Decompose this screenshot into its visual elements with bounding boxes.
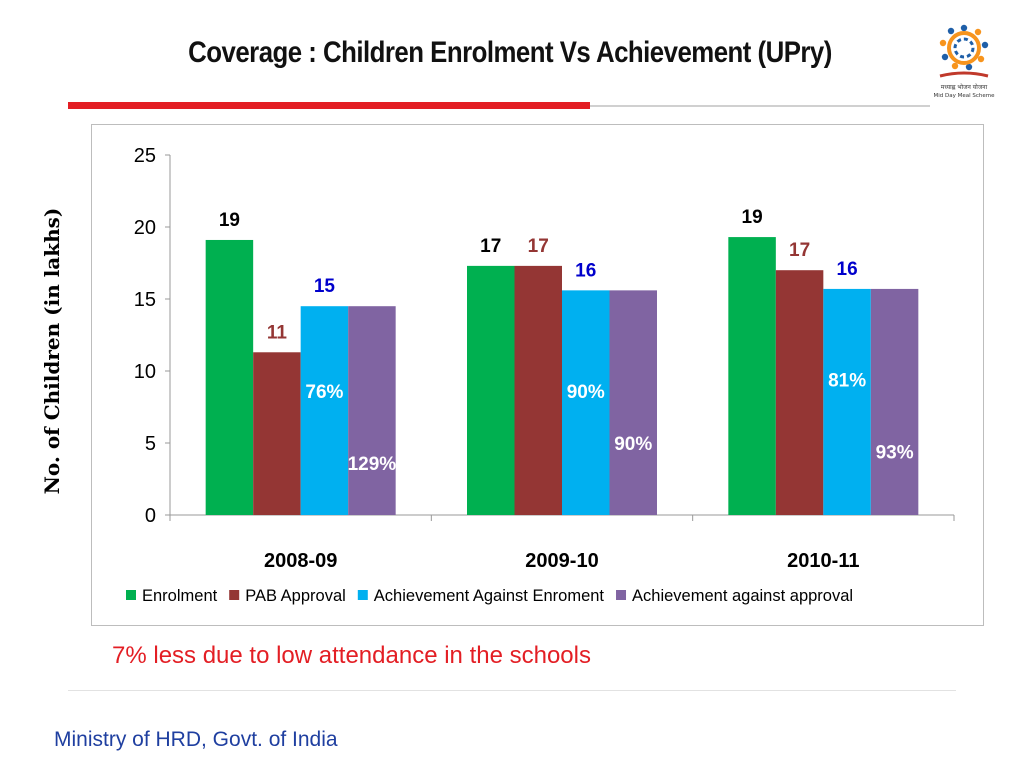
slide-title: Coverage : Children Enrolment Vs Achieve… — [188, 36, 832, 69]
legend-label: Enrolment — [142, 587, 218, 605]
bar-value-label: 19 — [742, 207, 763, 228]
percentage-annotation: 76% — [305, 382, 343, 403]
bar-value-label: 11 — [267, 322, 288, 343]
bar-value-label: 15 — [314, 276, 336, 297]
bar-value-label: 19 — [219, 210, 240, 231]
legend-swatch — [357, 590, 368, 600]
legend-swatch — [616, 590, 627, 600]
footer-divider — [68, 690, 956, 691]
bar-chart: 0 5 10 15 20 25 2008-09 2009-10 2010-11 19 17 19 11 1… — [126, 145, 955, 605]
legend-label: Achievement Against Enroment — [374, 587, 605, 605]
logo-subcaption: Mid Day Meal Scheme — [933, 93, 995, 99]
bar-pab-approval — [514, 265, 562, 515]
bar-value-label: 16 — [837, 259, 858, 280]
chart-frame: 0 5 10 15 20 25 2008-09 2009-10 2010-11 19 17 19 11 1… — [91, 124, 984, 626]
bar-achievement-against-approval — [870, 288, 919, 515]
bar-value-label: 17 — [789, 240, 810, 261]
bar-enrolment — [467, 265, 515, 515]
title-underline-gray — [590, 105, 930, 107]
y-tick-label: 15 — [134, 289, 156, 311]
bar-enrolment — [205, 239, 254, 515]
y-tick-label: 25 — [134, 145, 156, 167]
bar-achievement-against-enroment — [823, 288, 871, 515]
mid-day-meal-logo: मध्याह्न भोजन योजना Mid Day Meal Scheme — [933, 24, 995, 99]
bar-pab-approval — [253, 352, 301, 515]
bar-achievement-against-enroment — [562, 290, 610, 515]
bar-value-label: 17 — [528, 236, 549, 257]
legend-swatch — [229, 590, 240, 600]
percentage-annotation: 81% — [828, 371, 866, 392]
logo-book-arc — [939, 71, 989, 78]
attendance-note: 7% less due to low attendance in the sch… — [112, 642, 591, 669]
y-tick-label: 5 — [145, 433, 156, 455]
percentage-annotation: 93% — [876, 443, 914, 464]
bar-achievement-against-enroment — [300, 306, 349, 515]
logo-figures-ring — [939, 24, 989, 71]
title-underline-red — [68, 102, 590, 109]
percentage-annotation: 90% — [567, 382, 605, 403]
y-tick-label: 20 — [134, 217, 156, 239]
footer-text: Ministry of HRD, Govt. of India — [54, 728, 338, 751]
bar-achievement-against-approval — [609, 290, 657, 515]
y-axis-title: No. of Children (in lakhs) — [40, 207, 64, 495]
bar-enrolment — [728, 237, 776, 515]
x-category-label: 2008-09 — [264, 550, 337, 572]
bar-pab-approval — [775, 270, 824, 515]
y-tick-label: 10 — [134, 361, 156, 383]
percentage-annotation: 90% — [614, 434, 652, 455]
bar-value-label: 17 — [480, 236, 501, 257]
legend-label: PAB Approval — [245, 587, 346, 605]
bar-achievement-against-approval — [348, 306, 396, 515]
bar-value-label: 16 — [575, 260, 596, 281]
percentage-annotation: 129% — [348, 454, 397, 475]
x-category-label: 2009-10 — [525, 550, 598, 572]
logo-caption: मध्याह्न भोजन योजना — [941, 83, 988, 91]
x-category-label: 2010-11 — [787, 550, 859, 572]
y-tick-label: 0 — [145, 505, 156, 527]
legend-swatch — [126, 590, 136, 600]
legend-label: Achievement against approval — [632, 587, 853, 605]
